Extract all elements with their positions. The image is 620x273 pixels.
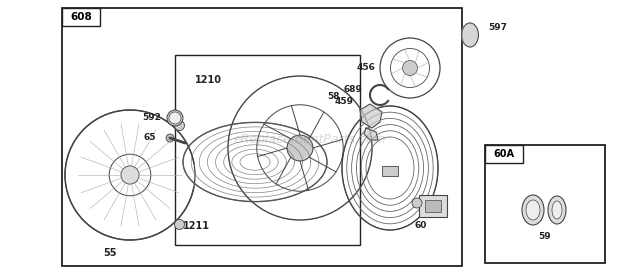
Text: 60A: 60A (494, 149, 515, 159)
Bar (175, 55, 360, 245)
Circle shape (167, 110, 183, 126)
Text: 55: 55 (104, 248, 117, 258)
Circle shape (166, 134, 174, 142)
Text: 592: 592 (142, 114, 161, 123)
Circle shape (287, 135, 313, 161)
Text: 608: 608 (70, 12, 92, 22)
Bar (382, 166, 398, 176)
Polygon shape (364, 128, 378, 140)
Polygon shape (462, 23, 479, 47)
Text: eReplacementParts.com: eReplacementParts.com (234, 133, 386, 147)
Text: 65: 65 (143, 133, 156, 143)
Text: 597: 597 (488, 22, 507, 31)
Bar (419, 195, 447, 217)
Ellipse shape (526, 200, 540, 220)
Circle shape (412, 198, 422, 208)
Circle shape (174, 219, 185, 230)
Ellipse shape (548, 196, 566, 224)
Text: 689: 689 (343, 85, 362, 94)
Ellipse shape (522, 195, 544, 225)
Polygon shape (360, 104, 382, 128)
Text: 58: 58 (327, 92, 340, 101)
Bar (62, 8, 100, 26)
Circle shape (121, 166, 139, 184)
Circle shape (169, 112, 181, 124)
Text: 1210: 1210 (195, 75, 222, 85)
Text: 59: 59 (539, 232, 551, 241)
Text: 456: 456 (356, 64, 375, 73)
Text: 1211: 1211 (183, 221, 210, 231)
Circle shape (174, 120, 185, 130)
Ellipse shape (552, 201, 562, 219)
Bar (485, 145, 605, 263)
Bar (62, 8, 462, 266)
Bar (425, 200, 441, 212)
Bar (485, 145, 523, 163)
Text: 60: 60 (415, 221, 427, 230)
Text: 459: 459 (335, 97, 354, 106)
Circle shape (402, 61, 417, 76)
